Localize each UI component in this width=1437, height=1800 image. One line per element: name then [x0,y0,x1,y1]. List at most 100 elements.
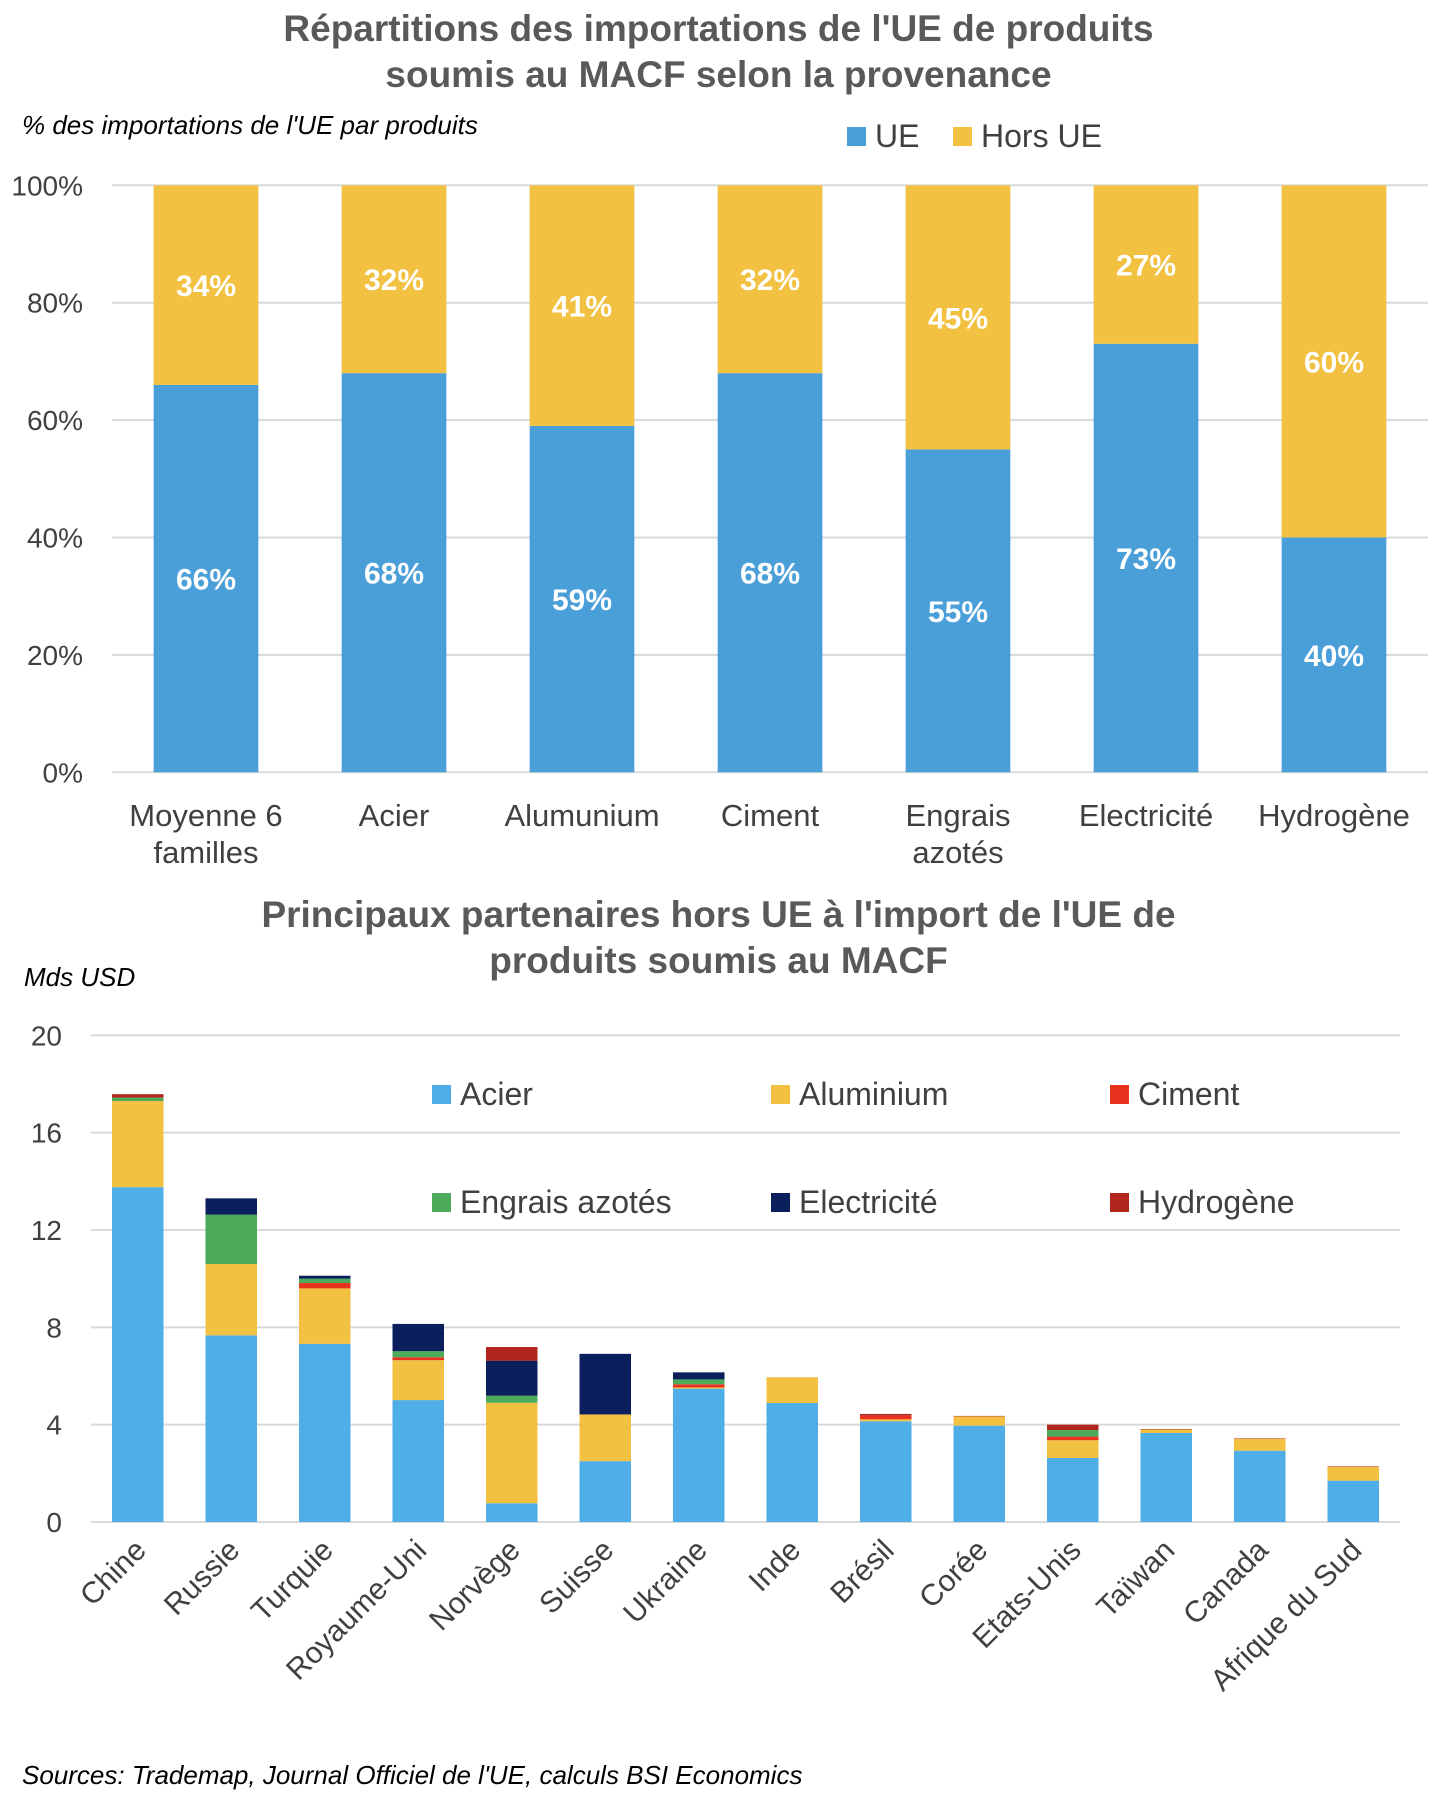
sources-note: Sources: Trademap, Journal Officiel de l… [22,1760,803,1790]
data-label: 55% [928,596,988,629]
legend-label-electricite: Electricité [799,1184,938,1220]
bar-hors-ue-engrais-azotes [905,185,1011,450]
chart2-title-line-2: produits soumis au MACF [489,940,948,981]
bar-hydrogene-bresil [860,1413,912,1416]
bar-ue-electricite [1093,343,1199,773]
y-tick-label: 16 [31,1118,62,1149]
bar-hors-ue-moyenne-6-familles [153,185,259,385]
legend-swatch-electricite [771,1193,790,1212]
bar-ue-moyenne-6-familles [153,384,259,773]
bar-hors-ue-alumunium [529,185,635,426]
chart1-y-unit-label: % des importations de l'UE par produits [22,110,478,140]
chart2-legend-electricite: Electricité [771,1184,938,1221]
bar-acier-etats-unis [1047,1457,1099,1522]
legend-label-ue: UE [875,118,920,154]
bar-engrais-azotes-royaume-uni [392,1351,444,1358]
data-label: 66% [176,564,236,597]
chart1-title: Répartitions des importations de l'UE de… [0,6,1437,98]
bar-ue-engrais-azotes [905,449,1011,773]
data-label: 59% [552,584,612,617]
bar-aluminium-coree [953,1416,1005,1426]
bar-electricite-royaume-uni [392,1323,444,1352]
legend-label-engrais-azotes: Engrais azotés [460,1184,672,1220]
data-label: 34% [176,270,236,303]
legend-swatch-engrais-azotes [432,1193,451,1212]
x-tick-label: Inde [743,1534,808,1599]
x-tick-label: Corée [913,1534,994,1615]
chart1-plot: 0% 20% 40% 60% 80% 100% 66% 34% Moyenne 6famille… [11,170,1428,870]
bar-ue-hydrogene [1281,537,1387,773]
y-tick-label: 0 [46,1507,62,1538]
bar-aluminium-bresil [860,1419,912,1422]
bar-acier-inde [766,1403,818,1522]
x-tick-label: Engrais [905,798,1010,833]
chart2-legend-aluminium: Aluminium [771,1076,948,1113]
bar-aluminium-suisse [579,1414,631,1462]
y-tick-label: 40% [27,523,83,554]
bar-aluminium-chine [112,1101,164,1188]
bar-acier-royaume-uni [392,1400,444,1522]
y-tick-label: 12 [31,1215,62,1246]
bar-hydrogene-norvege [486,1347,538,1361]
bar-engrais-azotes-russie [205,1214,257,1265]
x-tick-label: Hydrogène [1258,798,1410,833]
x-tick-label: azotés [912,835,1003,870]
data-label: 27% [1116,250,1176,283]
bar-ciment-bresil [860,1415,912,1420]
bar-electricite-norvege [486,1360,538,1396]
bar-acier-ukraine [673,1388,725,1522]
chart2-title-line-1: Principaux partenaires hors UE à l'impor… [261,894,1176,935]
bar-aluminium-russie [205,1264,257,1336]
legend-swatch-hydrogene [1110,1193,1129,1212]
bar-acier-turquie [299,1343,351,1522]
x-tick-label: Electricité [1079,798,1213,833]
bar-ue-alumunium [529,425,635,773]
chart1-title-line-2: soumis au MACF selon la provenance [385,54,1052,95]
y-tick-label: 60% [27,405,83,436]
data-label: 68% [364,558,424,591]
chart1-title-line-1: Répartitions des importations de l'UE de… [283,8,1154,49]
legend-label-ciment: Ciment [1138,1076,1240,1112]
bar-hydrogene-chine [112,1094,164,1098]
y-tick-label: 0% [43,757,83,788]
bar-aluminium-norvege [486,1402,538,1504]
data-label: 41% [552,291,612,324]
legend-label-aluminium: Aluminium [799,1076,949,1112]
legend-swatch-aluminium [771,1085,790,1104]
bar-hors-ue-electricite [1093,185,1199,344]
legend-swatch-acier [432,1085,451,1104]
chart2-legend-ciment: Ciment [1110,1076,1239,1113]
data-label: 32% [740,264,800,297]
x-tick-label: Brésil [824,1534,900,1610]
bar-acier-coree [953,1425,1005,1522]
bar-hors-ue-hydrogene [1281,185,1387,538]
bar-ue-ciment [717,373,823,773]
chart2-legend-engrais-azotes: Engrais azotés [432,1184,672,1221]
data-label: 68% [740,558,800,591]
bar-acier-russie [205,1335,257,1522]
y-tick-label: 80% [27,288,83,319]
bar-aluminium-royaume-uni [392,1360,444,1401]
y-tick-label: 8 [46,1312,62,1343]
legend-swatch-ciment [1110,1085,1129,1104]
bar-ciment-ukraine [673,1384,725,1388]
data-label: 73% [1116,543,1176,576]
x-tick-label: Ukraine [617,1534,713,1630]
data-label: 60% [1304,346,1364,379]
x-tick-label: Moyenne 6 [129,798,282,833]
bar-engrais-azotes-etats-unis [1047,1430,1099,1437]
bar-electricite-turquie [299,1275,351,1279]
data-label: 32% [364,264,424,297]
legend-label-hydrogene: Hydrogène [1138,1184,1295,1220]
bar-acier-chine [112,1187,164,1522]
bar-aluminium-ukraine [673,1387,725,1389]
y-tick-label: 100% [11,170,83,201]
bar-engrais-azotes-norvege [486,1395,538,1403]
chart2-title: Principaux partenaires hors UE à l'impor… [0,892,1437,984]
x-tick-label: Canada [1177,1533,1275,1631]
x-tick-label: Alumunium [504,798,659,833]
bar-engrais-azotes-turquie [299,1278,351,1284]
bar-ciment-etats-unis [1047,1436,1099,1441]
bar-aluminium-turquie [299,1288,351,1344]
y-tick-label: 4 [46,1410,62,1441]
